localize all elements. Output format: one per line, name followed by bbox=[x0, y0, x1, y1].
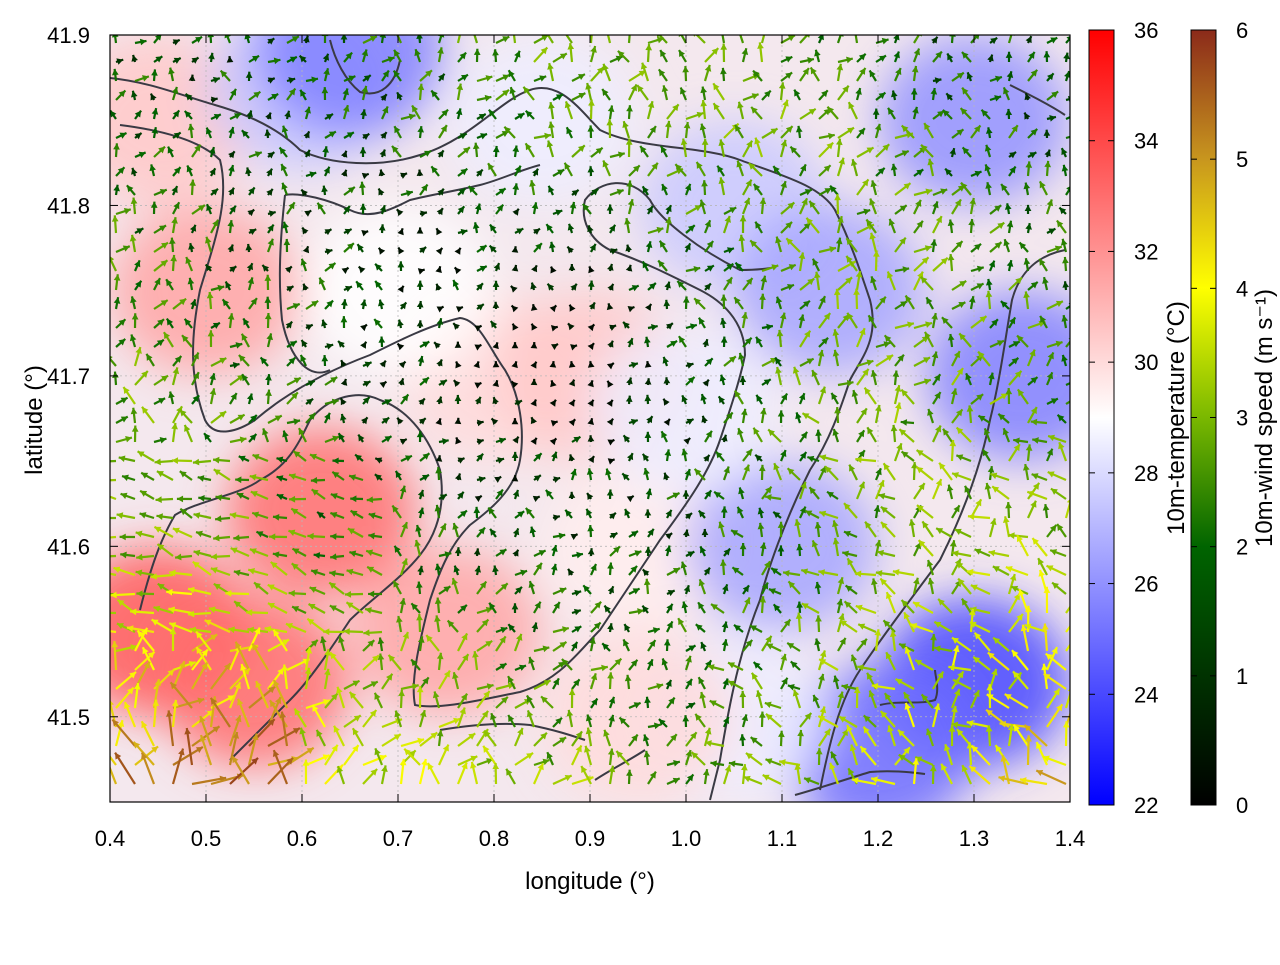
colorbar-tick-label: 4 bbox=[1236, 276, 1248, 301]
colorbar-tick-label: 30 bbox=[1134, 350, 1158, 375]
windspeed-colorbar-label: 10m-wind speed (m s⁻¹) bbox=[1251, 289, 1278, 547]
colorbar-tick-label: 22 bbox=[1134, 793, 1158, 818]
y-tick-label: 41.8 bbox=[47, 193, 90, 218]
colorbar-tick-label: 2 bbox=[1236, 535, 1248, 560]
temperature-colorbar: 22 24 26 28 30 32 34 36 10m-temperature (°C) bbox=[1089, 18, 1190, 818]
colorbar-tick-label: 36 bbox=[1134, 18, 1158, 43]
colorbar-tick-label: 0 bbox=[1236, 793, 1248, 818]
y-axis-label: latitude (°) bbox=[21, 365, 48, 475]
colorbar-tick-label: 28 bbox=[1134, 461, 1158, 486]
windspeed-colorbar: 0 1 2 3 4 5 6 10m-wind speed (m s⁻¹) bbox=[1191, 18, 1278, 818]
colorbar-tick-label: 32 bbox=[1134, 239, 1158, 264]
x-tick-label: 0.5 bbox=[191, 826, 222, 851]
y-tick-label: 41.7 bbox=[47, 364, 90, 389]
colorbar-tick-label: 1 bbox=[1236, 664, 1248, 689]
temperature-sample bbox=[735, 206, 925, 376]
colorbar-tick-label: 24 bbox=[1134, 682, 1158, 707]
temperature-colorbar-gradient bbox=[1089, 30, 1114, 805]
x-tick-label: 0.8 bbox=[479, 826, 510, 851]
y-tick-label: 41.5 bbox=[47, 705, 90, 730]
colorbar-tick-label: 6 bbox=[1236, 18, 1248, 43]
x-tick-label: 0.4 bbox=[95, 826, 126, 851]
y-tick-label: 41.6 bbox=[47, 534, 90, 559]
temperature-sample bbox=[447, 35, 637, 205]
colorbar-tick-label: 34 bbox=[1134, 129, 1158, 154]
colorbar-tick-label: 3 bbox=[1236, 406, 1248, 431]
x-axis-label: longitude (°) bbox=[525, 868, 655, 895]
temperature-colorbar-label: 10m-temperature (°C) bbox=[1163, 301, 1190, 535]
x-tick-label: 1.4 bbox=[1055, 826, 1086, 851]
x-tick-label: 1.3 bbox=[959, 826, 990, 851]
x-tick-label: 0.9 bbox=[575, 826, 606, 851]
x-tick-label: 1.0 bbox=[671, 826, 702, 851]
x-tick-label: 1.1 bbox=[767, 826, 798, 851]
colorbar-tick-label: 26 bbox=[1134, 572, 1158, 597]
x-tick-label: 0.7 bbox=[383, 826, 414, 851]
y-tick-label: 41.9 bbox=[47, 23, 90, 48]
colorbar-tick-label: 5 bbox=[1236, 147, 1248, 172]
x-tick-label: 0.6 bbox=[287, 826, 318, 851]
x-tick-label: 1.2 bbox=[863, 826, 894, 851]
